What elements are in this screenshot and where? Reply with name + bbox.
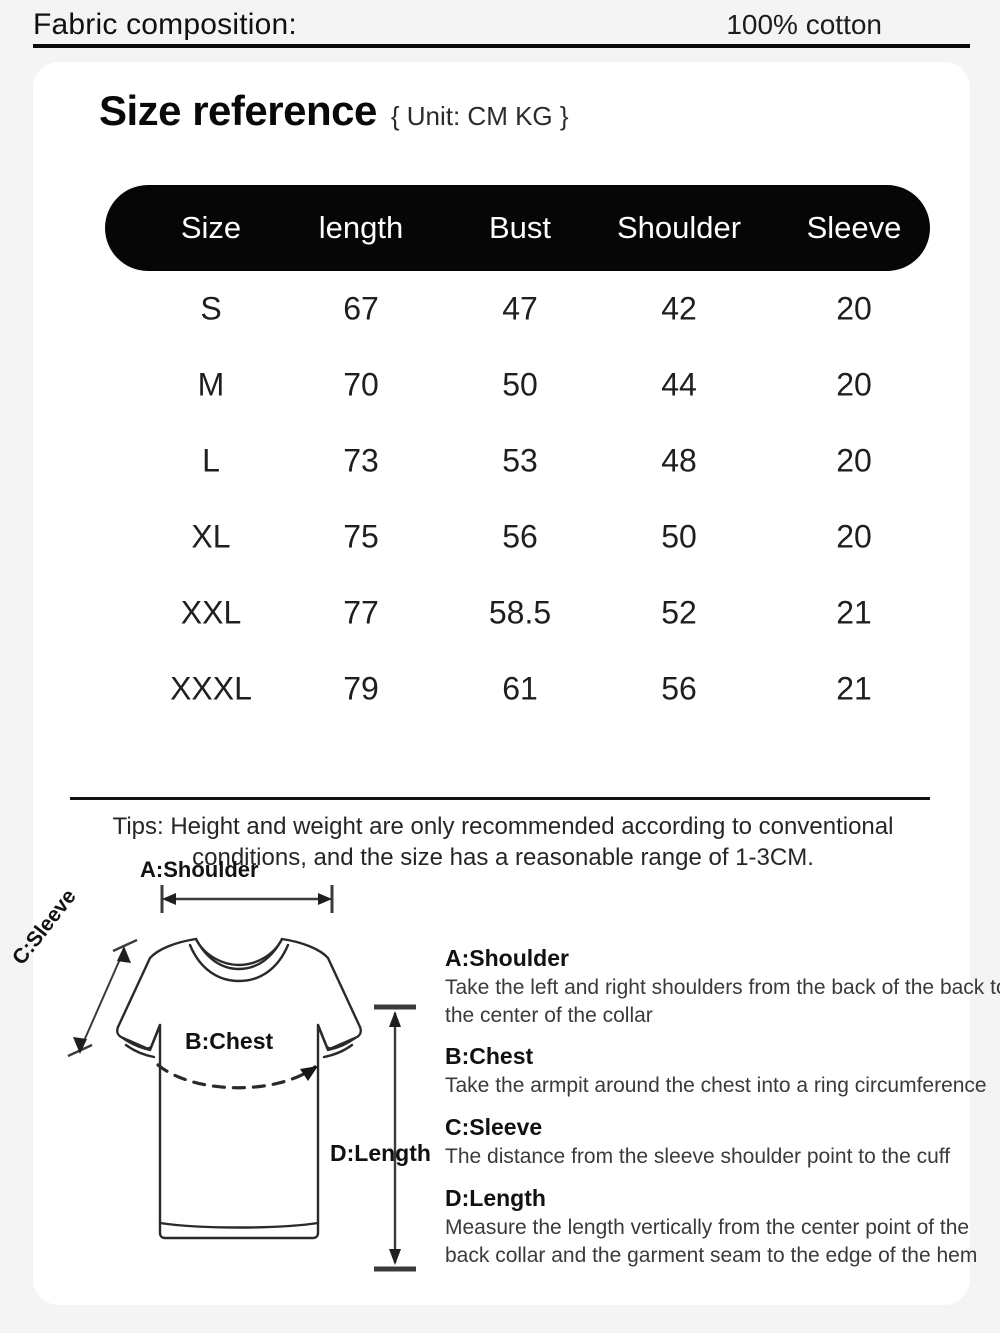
table-row: XXL 77 58.5 52 21 bbox=[33, 575, 970, 651]
table-row: XXXL 79 61 56 21 bbox=[33, 651, 970, 727]
definition-description: Take the armpit around the chest into a … bbox=[445, 1074, 987, 1098]
cell-shoulder: 52 bbox=[661, 594, 697, 631]
definition-shoulder: A:Shoulder Take the left and right shoul… bbox=[445, 945, 1000, 1029]
column-header-bust: Bust bbox=[488, 210, 552, 245]
definition-term: D:Length bbox=[445, 1184, 546, 1211]
cell-sleeve: 20 bbox=[836, 442, 872, 479]
size-tips-text: Tips: Height and weight are only recomme… bbox=[112, 813, 894, 871]
cell-sleeve: 20 bbox=[836, 518, 872, 555]
table-row: S 67 47 42 20 bbox=[33, 271, 970, 347]
definition-description: The distance from the sleeve shoulder po… bbox=[445, 1145, 951, 1169]
tshirt-measurement-diagram: A:Shoulder C:Sleeve B:Chest D:Length bbox=[0, 845, 431, 1305]
table-bottom-divider bbox=[70, 797, 930, 800]
header-divider bbox=[33, 44, 970, 48]
diagram-shoulder-label: A:Shoulder bbox=[140, 857, 259, 882]
size-table-body: S 67 47 42 20 M 70 50 44 20 L 73 53 48 2… bbox=[33, 271, 970, 727]
column-header-size: Size bbox=[180, 210, 242, 245]
cell-shoulder: 50 bbox=[661, 518, 697, 555]
definition-length: D:Length Measure the length vertically f… bbox=[445, 1185, 1000, 1269]
cell-bust: 61 bbox=[502, 670, 538, 707]
definition-sleeve: C:Sleeve The distance from the sleeve sh… bbox=[445, 1114, 1000, 1171]
column-header-shoulder: Shoulder bbox=[616, 210, 742, 245]
chest-dimension-arrow bbox=[156, 1063, 318, 1090]
table-row: XL 75 56 50 20 bbox=[33, 499, 970, 575]
cell-shoulder: 42 bbox=[661, 290, 697, 327]
size-table-header-row: Size length Bust Shoulder Sleeve bbox=[33, 185, 970, 271]
fabric-composition-label: Fabric composition: bbox=[33, 8, 297, 41]
unit-note: { Unit: CM KG } bbox=[390, 101, 569, 131]
cell-shoulder: 44 bbox=[661, 366, 697, 403]
column-header-length: length bbox=[318, 210, 404, 245]
cell-bust: 58.5 bbox=[488, 594, 552, 631]
size-table-header-pill bbox=[105, 185, 930, 271]
fabric-composition-value: 100% cotton bbox=[726, 9, 882, 40]
fabric-composition-bar: Fabric composition: 100% cotton bbox=[0, 0, 1000, 62]
size-reference-card: Size reference { Unit: CM KG } Size leng… bbox=[8, 62, 1000, 1305]
definition-description: Take the left and right shoulders from t… bbox=[445, 976, 1000, 1027]
definition-term: A:Shoulder bbox=[445, 945, 569, 971]
definition-term: B:Chest bbox=[445, 1043, 534, 1070]
definition-chest: B:Chest Take the armpit around the chest… bbox=[445, 1043, 1000, 1100]
cell-sleeve: 20 bbox=[836, 290, 872, 327]
diagram-length-label: D:Length bbox=[330, 1140, 431, 1166]
cell-sleeve: 21 bbox=[836, 670, 872, 707]
cell-size: L bbox=[202, 442, 220, 479]
cell-size: S bbox=[200, 290, 222, 327]
table-row: L 73 53 48 20 bbox=[33, 423, 970, 499]
cell-length: 79 bbox=[343, 670, 379, 707]
cell-sleeve: 20 bbox=[836, 366, 872, 403]
cell-length: 70 bbox=[343, 366, 379, 403]
cell-shoulder: 48 bbox=[661, 442, 697, 479]
cell-sleeve: 21 bbox=[836, 594, 872, 631]
column-header-sleeve: Sleeve bbox=[806, 210, 902, 245]
shoulder-dimension-arrow bbox=[160, 885, 334, 913]
page-title: Size reference bbox=[99, 87, 377, 134]
length-dimension-arrow bbox=[374, 1004, 416, 1272]
cell-bust: 56 bbox=[502, 518, 538, 555]
cell-size: XL bbox=[191, 518, 231, 555]
cell-length: 67 bbox=[343, 290, 379, 327]
cell-length: 75 bbox=[343, 518, 379, 555]
diagram-chest-label: B:Chest bbox=[185, 1028, 274, 1054]
definition-term: C:Sleeve bbox=[445, 1114, 543, 1141]
cell-size: M bbox=[197, 366, 225, 403]
cell-bust: 50 bbox=[502, 366, 538, 403]
cell-length: 77 bbox=[343, 594, 379, 631]
cell-bust: 53 bbox=[502, 442, 538, 479]
cell-bust: 47 bbox=[502, 290, 538, 327]
measurement-definitions: A:Shoulder Take the left and right shoul… bbox=[445, 945, 1000, 1283]
cell-size: XXXL bbox=[170, 670, 252, 707]
tshirt-illustration bbox=[67, 885, 416, 1272]
cell-size: XXL bbox=[180, 594, 242, 631]
card-title-row: Size reference { Unit: CM KG } bbox=[99, 87, 569, 135]
cell-length: 73 bbox=[343, 442, 379, 479]
table-row: M 70 50 44 20 bbox=[33, 347, 970, 423]
sleeve-dimension-arrow bbox=[67, 938, 138, 1058]
definition-description: Measure the length vertically from the c… bbox=[445, 1215, 978, 1267]
cell-shoulder: 56 bbox=[661, 670, 697, 707]
